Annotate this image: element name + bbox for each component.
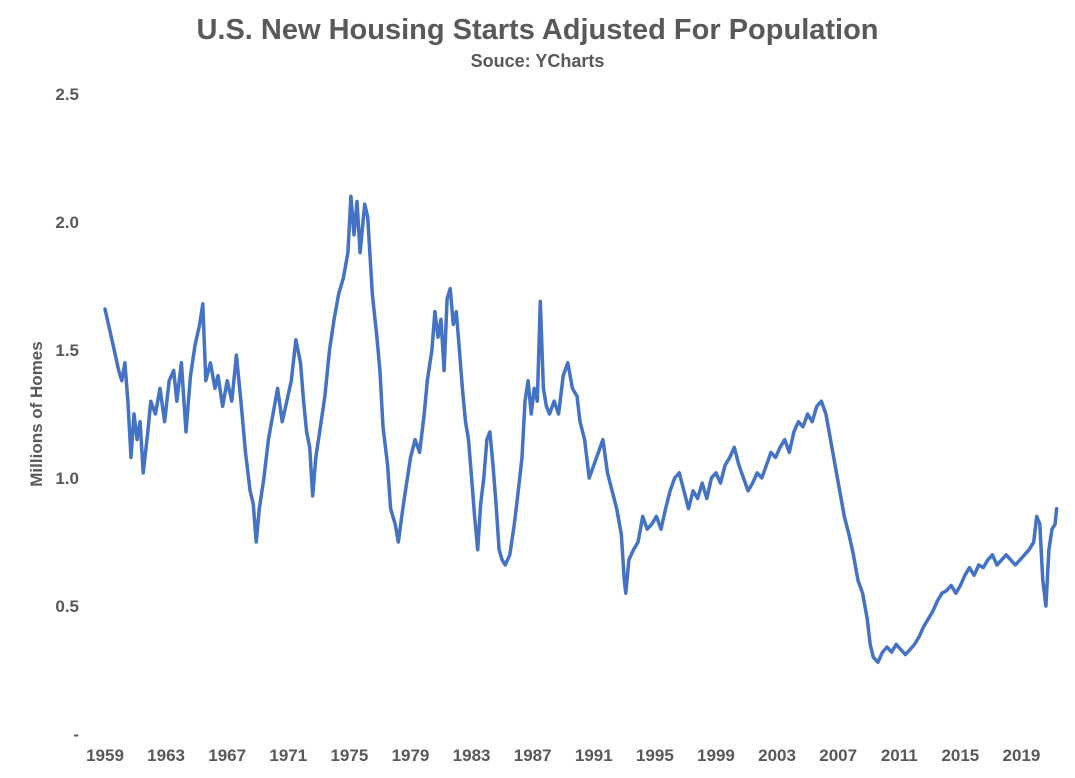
series-group	[103, 194, 1059, 665]
x-tick-label: 1995	[636, 746, 674, 765]
x-tick-label: 1959	[86, 746, 124, 765]
y-tick-label: 2.0	[55, 213, 79, 232]
x-tick-label: 2015	[941, 746, 979, 765]
x-tick-label: 1971	[269, 746, 307, 765]
x-tick-label: 2007	[819, 746, 857, 765]
y-tick-label: 1.5	[55, 341, 79, 360]
y-axis-label: Millions of Homes	[27, 341, 46, 486]
y-tick-label: 0.5	[55, 597, 79, 616]
series-line	[103, 194, 1059, 665]
y-axis-ticks: - 0.5 1.0 1.5 2.0 2.5	[55, 85, 79, 744]
chart-title: U.S. New Housing Starts Adjusted For Pop…	[196, 14, 879, 46]
x-tick-label: 2011	[881, 746, 918, 765]
x-tick-label: 2003	[758, 746, 796, 765]
x-tick-label: 1967	[208, 746, 246, 765]
x-tick-label: 1983	[453, 746, 491, 765]
x-tick-label: 1963	[147, 746, 185, 765]
chart-subtitle: Souce: YCharts	[470, 51, 605, 71]
x-tick-label: 1987	[514, 746, 552, 765]
x-tick-label: 1979	[392, 746, 430, 765]
y-tick-label: 2.5	[55, 85, 79, 104]
y-tick-label: 1.0	[55, 469, 79, 488]
x-axis-ticks: 1959 1963 1967 1971 1975 1979 1983 1987 1991 1995…	[86, 746, 1040, 765]
y-tick-label: -	[73, 725, 79, 744]
x-tick-label: 1999	[697, 746, 735, 765]
x-tick-label: 1991	[575, 746, 613, 765]
x-tick-label: 1975	[330, 746, 368, 765]
x-tick-label: 2019	[1003, 746, 1041, 765]
